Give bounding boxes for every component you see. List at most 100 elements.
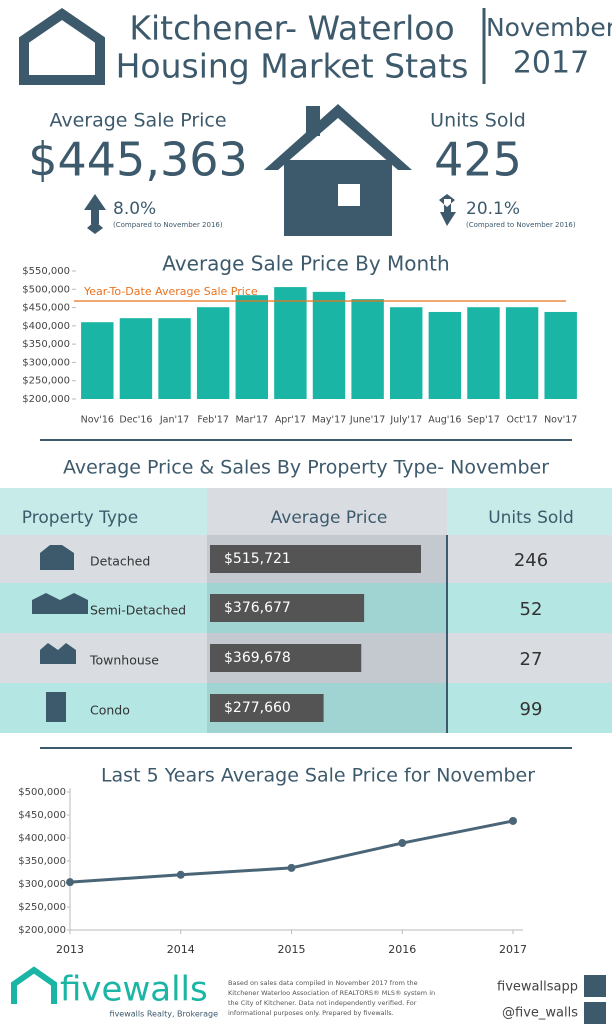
units-sold: 27: [520, 649, 543, 670]
stat-change: 20.1%: [466, 199, 520, 219]
y-tick-label: $450,000: [22, 303, 70, 314]
y-tick-label: $200,000: [22, 394, 70, 405]
x-tick-label: Jan'17: [159, 415, 189, 426]
bar: [428, 311, 462, 399]
units-sold: 99: [520, 699, 543, 720]
bar: [544, 311, 577, 399]
bar: [196, 307, 230, 399]
period: November: [486, 13, 612, 42]
chart-title: Average Price & Sales By Property Type- …: [63, 457, 549, 479]
property-type: Detached: [90, 554, 150, 569]
property-type: Semi-Detached: [90, 603, 186, 618]
line: [69, 819, 514, 884]
column-header: Property Type: [22, 508, 138, 528]
bar: [210, 545, 421, 573]
x-tick-label: Feb'17: [197, 415, 229, 426]
bar: [119, 318, 153, 399]
disclaimer: the City of Kitchener. Data not independ…: [228, 999, 417, 1007]
twitter-handle: @five_walls: [502, 1006, 578, 1021]
value-label: $376,677: [224, 600, 291, 616]
stat-value: 425: [434, 133, 522, 187]
point: [509, 816, 517, 825]
house-icon: [264, 104, 412, 236]
x-tick-label: 2014: [167, 943, 195, 956]
y-tick-label: $550,000: [22, 266, 70, 277]
bar: [274, 287, 307, 399]
bar: [467, 307, 500, 399]
bar: [312, 291, 346, 399]
y-tick-label: $400,000: [22, 321, 70, 332]
point: [398, 839, 407, 848]
x-tick-label: Apr'17: [275, 415, 306, 426]
disclaimer: Based on sales data compiled in November…: [228, 979, 418, 987]
stat-change: 8.0%: [113, 199, 156, 219]
y-tick-label: $250,000: [22, 376, 70, 387]
facebook-icon[interactable]: [584, 975, 606, 997]
y-tick-label: $300,000: [18, 879, 66, 890]
units-sold: 52: [520, 599, 543, 620]
chart-title: Average Sale Price By Month: [162, 252, 449, 276]
value-label: $277,660: [224, 700, 291, 716]
y-tick-label: $350,000: [18, 856, 66, 867]
stat-label: Average Sale Price: [49, 110, 226, 132]
title-line: Housing Market Stats: [116, 47, 469, 86]
y-tick-label: $500,000: [18, 787, 66, 798]
column-header: Units Sold: [488, 508, 574, 528]
down-arrow: [439, 194, 456, 226]
property-icons: [32, 545, 88, 722]
x-tick-label: June'17: [349, 415, 385, 426]
x-tick-label: July'17: [389, 415, 422, 426]
stat-label: Units Sold: [430, 110, 526, 132]
x-tick-label: Oct'17: [507, 415, 538, 426]
property-type: Townhouse: [89, 653, 159, 668]
y-tick-label: $500,000: [22, 284, 70, 295]
bar: [81, 322, 114, 399]
x-tick-label: Sep'17: [467, 415, 500, 426]
bar: [390, 307, 423, 399]
point: [66, 878, 74, 887]
x-tick-label: May'17: [312, 415, 346, 426]
bar: [210, 694, 324, 722]
bar: [235, 295, 268, 399]
stat-value: $445,363: [28, 133, 248, 187]
disclaimer: informational purposes only. Prepared by…: [228, 1009, 394, 1017]
y-tick-label: $200,000: [18, 925, 66, 936]
twitter-icon[interactable]: [584, 1002, 606, 1024]
y-tick-label: $350,000: [22, 339, 70, 350]
x-tick-label: 2015: [278, 943, 306, 956]
period: 2017: [513, 46, 589, 81]
disclaimer: Kitchener Waterloo Association of REALTO…: [228, 989, 435, 997]
value-label: $515,721: [224, 551, 291, 567]
brand: fivewalls: [60, 970, 208, 1010]
x-tick-label: 2017: [499, 943, 527, 956]
point: [287, 863, 296, 872]
y-tick-label: $450,000: [18, 810, 66, 821]
bar: [505, 307, 539, 399]
facebook-handle: fivewallsapp: [497, 980, 578, 995]
x-tick-label: 2013: [56, 943, 84, 956]
reference-label: Year-To-Date Average Sale Price: [83, 285, 258, 298]
stat-note: (Compared to November 2016): [113, 221, 223, 229]
bar: [210, 594, 365, 622]
footer-logo: [11, 966, 57, 1004]
x-tick-label: Nov'16: [81, 415, 114, 426]
property-type: Condo: [90, 703, 130, 718]
x-tick-label: Aug'16: [428, 415, 461, 426]
bar: [158, 318, 191, 399]
bar: [210, 644, 362, 672]
y-tick-label: $400,000: [18, 833, 66, 844]
x-tick-label: Dec'16: [119, 415, 152, 426]
bar: [351, 299, 384, 399]
value-label: $369,678: [224, 650, 291, 666]
column-header: Average Price: [271, 508, 388, 528]
x-tick-label: Nov'17: [544, 415, 577, 426]
logo: [19, 7, 105, 85]
title-line: Kitchener- Waterloo: [129, 9, 454, 48]
y-tick-label: $300,000: [22, 357, 70, 368]
x-tick-label: 2016: [388, 943, 416, 956]
chart-title: Last 5 Years Average Sale Price for Nove…: [101, 765, 535, 787]
brokerage: fivewalls Realty, Brokerage: [110, 1010, 219, 1019]
up-arrow: [84, 194, 106, 234]
